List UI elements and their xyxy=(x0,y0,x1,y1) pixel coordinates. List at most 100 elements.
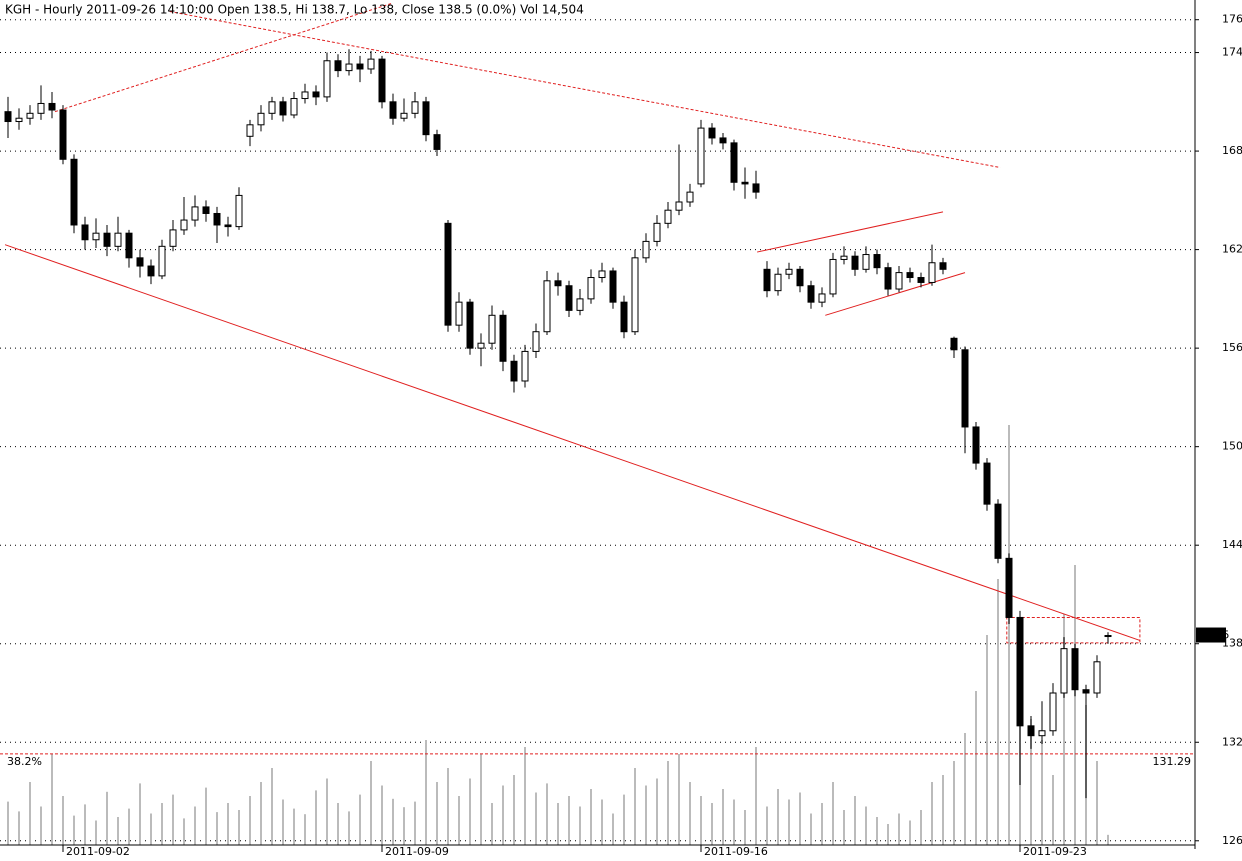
candle-body xyxy=(4,111,12,123)
volume-bar xyxy=(205,787,207,845)
volume-bar xyxy=(887,824,889,845)
volume-bar xyxy=(161,803,163,845)
candle-body xyxy=(807,285,815,303)
candle-body xyxy=(180,219,188,231)
volume-bar xyxy=(392,798,394,845)
candle-body xyxy=(598,270,606,279)
volume-bar xyxy=(227,803,229,845)
volume-bar xyxy=(293,808,295,845)
y-tick-label: 150 xyxy=(1222,440,1242,453)
candle-body xyxy=(400,112,408,119)
volume-bar xyxy=(744,810,746,845)
volume-bar xyxy=(480,754,482,845)
candle-body xyxy=(158,245,166,277)
volume-bar xyxy=(271,768,273,845)
candle-body xyxy=(1071,648,1079,691)
candle-body xyxy=(631,257,639,333)
trendline xyxy=(756,211,944,253)
candle-body xyxy=(719,137,727,144)
candle-body xyxy=(1027,725,1035,737)
candle-body xyxy=(664,209,672,224)
volume-bar xyxy=(766,806,768,845)
trendline xyxy=(54,2,393,113)
candle-body xyxy=(587,277,595,300)
trendline xyxy=(169,11,1001,168)
volume-bar xyxy=(909,820,911,845)
candle-body xyxy=(389,101,397,119)
candle-body xyxy=(455,301,463,326)
volume-bar xyxy=(1041,740,1043,845)
volume-bar xyxy=(1030,719,1032,845)
volume-bar xyxy=(18,811,20,845)
candle-body xyxy=(906,272,914,279)
volume-bar xyxy=(326,778,328,845)
volume-bar xyxy=(458,796,460,845)
candle-body xyxy=(48,102,56,111)
candle-body xyxy=(334,60,342,72)
candle-body xyxy=(884,267,892,290)
volume-bar xyxy=(656,778,658,845)
candles xyxy=(4,49,1112,799)
volume-bar xyxy=(1008,425,1010,845)
candle-body xyxy=(488,314,496,344)
candle-body xyxy=(686,191,694,203)
volume-bar xyxy=(139,783,141,845)
volume-bar xyxy=(84,804,86,845)
x-tick-label: 2011-09-09 xyxy=(385,845,449,858)
volume-bar xyxy=(1096,761,1098,845)
volume-bar xyxy=(337,803,339,845)
volume-bar xyxy=(73,815,75,845)
candle-body xyxy=(741,181,749,185)
volume-bar xyxy=(557,803,559,845)
candle-body xyxy=(312,91,320,98)
volume-bar xyxy=(601,799,603,845)
candle-body xyxy=(818,293,826,303)
candle-body xyxy=(59,109,67,160)
volume-bar xyxy=(51,754,53,845)
candle-body xyxy=(246,124,254,137)
y-tick-label: 168 xyxy=(1222,144,1242,157)
volume-bar xyxy=(216,812,218,845)
volume-bar xyxy=(612,813,614,845)
candle-body xyxy=(1005,557,1013,618)
volume-bar xyxy=(469,778,471,845)
volume-bar xyxy=(1074,565,1076,845)
candle-body xyxy=(356,63,364,70)
candle-body xyxy=(620,301,628,333)
candle-body xyxy=(961,349,969,428)
volume-bar xyxy=(810,813,812,845)
volume-bar xyxy=(260,782,262,845)
candle-body xyxy=(147,265,155,277)
candle-body xyxy=(422,101,430,136)
candle-body xyxy=(950,337,958,351)
candle-body xyxy=(367,58,375,70)
volume-bar xyxy=(150,813,152,845)
volume-bar xyxy=(876,817,878,845)
y-tick-label: 162 xyxy=(1222,243,1242,256)
candle-body xyxy=(785,268,793,275)
volume-bar xyxy=(40,806,42,845)
volume-bar xyxy=(590,789,592,845)
candle-body xyxy=(1060,648,1068,694)
volume-bar xyxy=(502,785,504,845)
x-tick-label: 2011-09-02 xyxy=(66,845,130,858)
candle-body xyxy=(983,462,991,505)
volume-bar xyxy=(975,691,977,845)
candle-body xyxy=(15,117,23,123)
volume-bar xyxy=(733,799,735,845)
zone xyxy=(1006,616,1141,644)
candle-body xyxy=(433,134,441,150)
fib-value: 131.29 xyxy=(1153,755,1192,768)
candle-body xyxy=(730,142,738,183)
candle-body xyxy=(543,280,551,333)
candle-body xyxy=(532,331,540,352)
volume-bar xyxy=(282,799,284,845)
volume-bar xyxy=(172,794,174,845)
volume-bar xyxy=(414,801,416,845)
volume-bar xyxy=(447,768,449,845)
candle-body xyxy=(653,222,661,242)
volume-bar xyxy=(722,789,724,845)
volume-bar xyxy=(843,810,845,845)
